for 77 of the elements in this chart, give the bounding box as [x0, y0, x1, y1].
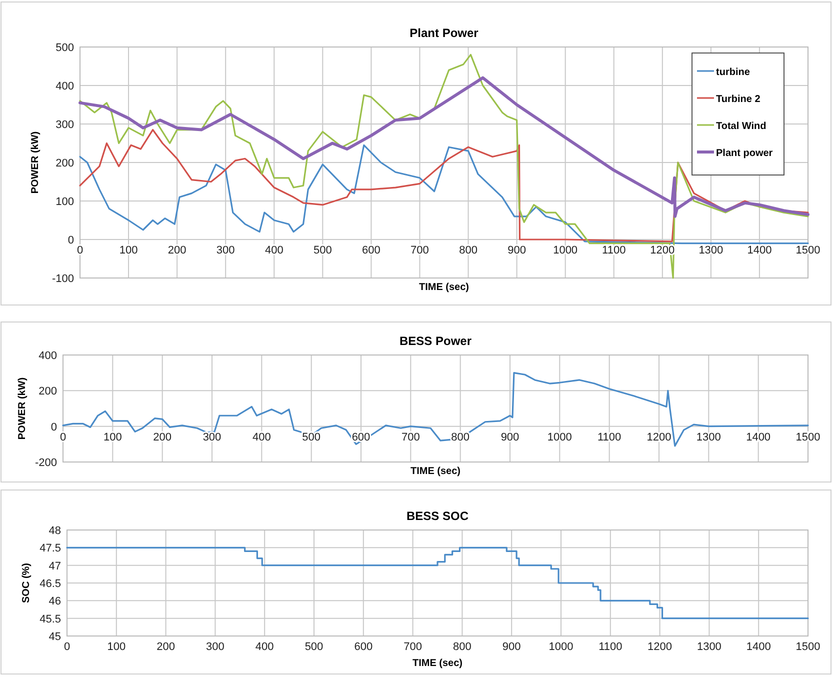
- x-tick-label: 700: [404, 641, 422, 653]
- x-tick-label: 800: [453, 641, 472, 653]
- x-tick-label: 1000: [553, 244, 578, 256]
- y-axis-title: SOC (%): [21, 563, 32, 603]
- x-tick-label: 700: [410, 244, 429, 256]
- x-tick-label: 1400: [747, 244, 772, 256]
- x-tick-label: 1500: [796, 641, 820, 653]
- x-tick-label: 1200: [646, 431, 672, 444]
- y-tick-label: 47: [48, 560, 61, 572]
- x-tick-label: 100: [103, 431, 122, 444]
- x-tick-label: 800: [459, 244, 478, 256]
- y-tick-label: 500: [56, 42, 74, 54]
- x-tick-label: 1400: [746, 641, 771, 653]
- x-axis-title: TIME (sec): [418, 282, 470, 293]
- x-tick-label: 1500: [796, 244, 820, 256]
- x-tick-label: 900: [500, 431, 520, 444]
- x-tick-label: 400: [264, 244, 284, 256]
- chart-title: BESS Power: [399, 334, 472, 348]
- x-tick-label: 1400: [746, 431, 771, 444]
- x-axis-title: TIME (sec): [410, 466, 461, 477]
- legend-label: Turbine 2: [716, 94, 761, 105]
- x-tick-label: 1300: [698, 244, 724, 256]
- y-tick-label: 45: [48, 631, 61, 643]
- y-tick-label: -200: [34, 457, 57, 469]
- line-series: [79, 128, 809, 242]
- legend-label: turbine: [716, 67, 750, 78]
- legend-label: Total Wind: [716, 121, 766, 132]
- legend-label: Plant power: [716, 148, 773, 159]
- x-tick-label: 900: [508, 244, 526, 256]
- line-series: [79, 144, 809, 244]
- x-tick-label: 200: [168, 244, 186, 256]
- x-tick-label: 1500: [796, 431, 820, 444]
- x-tick-label: 100: [119, 244, 138, 256]
- y-tick-label: -100: [52, 273, 74, 285]
- y-tick-label: 46: [48, 596, 61, 608]
- x-tick-label: 300: [206, 641, 224, 653]
- x-tick-label: 500: [302, 431, 321, 444]
- x-tick-label: 400: [252, 431, 271, 444]
- y-tick-label: 200: [56, 158, 74, 170]
- x-axis-title: TIME (sec): [412, 658, 463, 669]
- x-tick-label: 500: [313, 244, 332, 256]
- y-tick-label: 100: [56, 196, 74, 208]
- x-tick-label: 1100: [598, 641, 622, 653]
- y-axis-title: POWER (kW): [17, 377, 28, 440]
- y-tick-label: 0: [50, 421, 57, 434]
- x-tick-label: 300: [202, 431, 222, 444]
- x-tick-label: 100: [107, 641, 126, 653]
- x-tick-label: 400: [255, 641, 274, 653]
- x-tick-label: 700: [401, 431, 420, 444]
- x-tick-label: 600: [354, 641, 373, 653]
- y-tick-label: 46.5: [40, 578, 61, 590]
- y-tick-label: 300: [56, 119, 74, 131]
- x-tick-label: 1000: [548, 641, 574, 653]
- x-tick-label: 1300: [696, 641, 722, 653]
- x-tick-label: 200: [156, 641, 175, 653]
- x-tick-label: 200: [153, 431, 172, 444]
- x-tick-label: 1000: [547, 431, 572, 444]
- chart-title: BESS SOC: [406, 509, 469, 523]
- y-tick-label: 400: [56, 80, 74, 92]
- x-tick-label: 300: [216, 244, 235, 256]
- x-tick-label: 1200: [648, 641, 672, 653]
- y-tick-label: 47.5: [40, 542, 61, 555]
- x-tick-label: 600: [362, 244, 380, 256]
- x-tick-label: 0: [76, 244, 84, 256]
- chart-title: Plant Power: [410, 26, 479, 40]
- y-tick-label: 200: [38, 386, 57, 398]
- y-axis-title: POWER (kW): [30, 131, 41, 194]
- x-tick-label: 1100: [602, 244, 626, 256]
- x-tick-label: 1100: [598, 431, 622, 444]
- x-tick-label: 1300: [696, 431, 721, 444]
- y-tick-label: 45.5: [40, 613, 61, 626]
- line-series: [78, 76, 810, 218]
- y-tick-label: 400: [38, 350, 57, 362]
- x-tick-label: 900: [502, 641, 521, 653]
- y-tick-label: 48: [48, 525, 61, 537]
- y-tick-label: 0: [68, 234, 74, 246]
- x-tick-label: 500: [304, 641, 324, 653]
